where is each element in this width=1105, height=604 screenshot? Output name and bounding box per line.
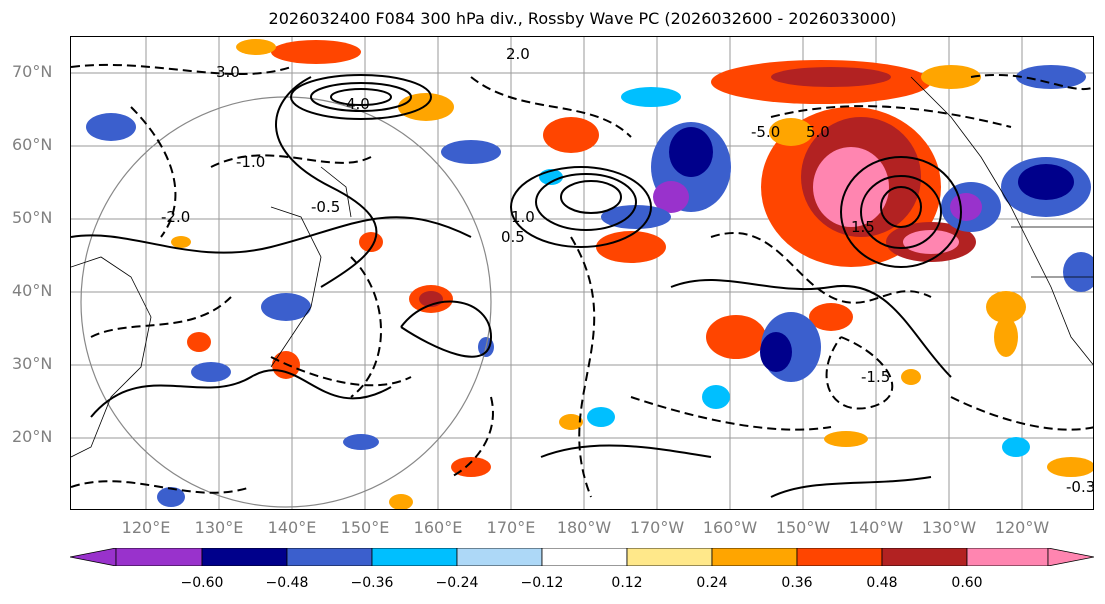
contour-label: 3.0 bbox=[216, 63, 240, 81]
map-canvas: 2.0 4.0 3.0 1.0 0.5 -0.5 -1.0 -1.5 -2.0 … bbox=[71, 37, 1094, 509]
colorbar-tick-label: 0.48 bbox=[866, 575, 898, 591]
lon-label: 120°W bbox=[994, 518, 1050, 537]
contour-label: 4.0 bbox=[346, 95, 370, 113]
contour-label: -0.3 bbox=[1066, 478, 1094, 496]
colorbar-tick-label: −0.12 bbox=[520, 575, 564, 591]
lat-label: 50°N bbox=[12, 208, 53, 227]
lon-label: 130°W bbox=[921, 518, 977, 537]
lon-label: 150°W bbox=[775, 518, 831, 537]
lon-label: 160°W bbox=[702, 518, 758, 537]
colorbar-extend-max bbox=[1047, 548, 1094, 566]
lon-label: 170°E bbox=[486, 518, 536, 537]
colorbar-segment bbox=[371, 548, 458, 566]
colorbar-tick-label: 0.36 bbox=[781, 575, 813, 591]
colorbar-tick-label: 0.24 bbox=[696, 575, 728, 591]
lat-label: 30°N bbox=[12, 354, 53, 373]
colorbar-segment bbox=[286, 548, 373, 566]
colorbar-segment bbox=[881, 548, 968, 566]
contour-label: -0.5 bbox=[311, 198, 340, 216]
colorbar-segment bbox=[115, 548, 203, 566]
colorbar-segment bbox=[711, 548, 798, 566]
lon-label: 170°W bbox=[629, 518, 685, 537]
colorbar-tick-label: 0.12 bbox=[611, 575, 643, 591]
lon-label: 130°E bbox=[194, 518, 244, 537]
contour-label: 1.0 bbox=[511, 208, 535, 226]
contour-label: -1.0 bbox=[236, 153, 265, 171]
map-panel: 2.0 4.0 3.0 1.0 0.5 -0.5 -1.0 -1.5 -2.0 … bbox=[70, 36, 1094, 510]
lat-label: 60°N bbox=[12, 135, 53, 154]
colorbar-extend-min bbox=[70, 548, 117, 566]
divergence-shading bbox=[86, 39, 1093, 509]
lat-label: 40°N bbox=[12, 281, 53, 300]
colorbar-segment bbox=[541, 548, 628, 566]
contour-label-group: 2.0 4.0 3.0 1.0 0.5 -0.5 -1.0 -1.5 -2.0 … bbox=[161, 45, 1094, 496]
coastlines bbox=[71, 76, 1093, 458]
colorbar-segment bbox=[626, 548, 713, 566]
lon-label: 180°W bbox=[556, 518, 612, 537]
positive-contours bbox=[71, 74, 962, 498]
colorbar-segment bbox=[456, 548, 543, 566]
contour-label: -1.5 bbox=[861, 368, 890, 386]
colorbar bbox=[70, 548, 1094, 566]
graticule bbox=[71, 37, 1093, 509]
contour-label: 2.0 bbox=[506, 45, 530, 63]
colorbar-tick-label: 0.60 bbox=[951, 575, 983, 591]
map-title: 2026032400 F084 300 hPa div., Rossby Wav… bbox=[268, 9, 897, 28]
lat-label: 70°N bbox=[12, 62, 53, 81]
colorbar-tick-label: −0.24 bbox=[435, 575, 479, 591]
colorbar-tick-label: −0.60 bbox=[180, 575, 224, 591]
lon-label: 120°E bbox=[121, 518, 171, 537]
colorbar-segment bbox=[796, 548, 883, 566]
colorbar-segment bbox=[201, 548, 288, 566]
lon-label: 140°E bbox=[267, 518, 317, 537]
lat-label: 20°N bbox=[12, 427, 53, 446]
colorbar-tick-label: −0.36 bbox=[350, 575, 394, 591]
lon-label: 140°W bbox=[848, 518, 904, 537]
contour-label: -5.0 bbox=[751, 123, 780, 141]
lon-label: 160°E bbox=[413, 518, 463, 537]
contour-label: 5.0 bbox=[806, 123, 830, 141]
colorbar-tick-label: −0.48 bbox=[265, 575, 309, 591]
contour-label: -2.0 bbox=[161, 208, 190, 226]
contour-label: 0.5 bbox=[501, 228, 525, 246]
contour-label: 1.5 bbox=[851, 218, 875, 236]
lon-label: 150°E bbox=[340, 518, 390, 537]
negative-contours bbox=[71, 63, 1093, 498]
colorbar-segment bbox=[966, 548, 1049, 566]
